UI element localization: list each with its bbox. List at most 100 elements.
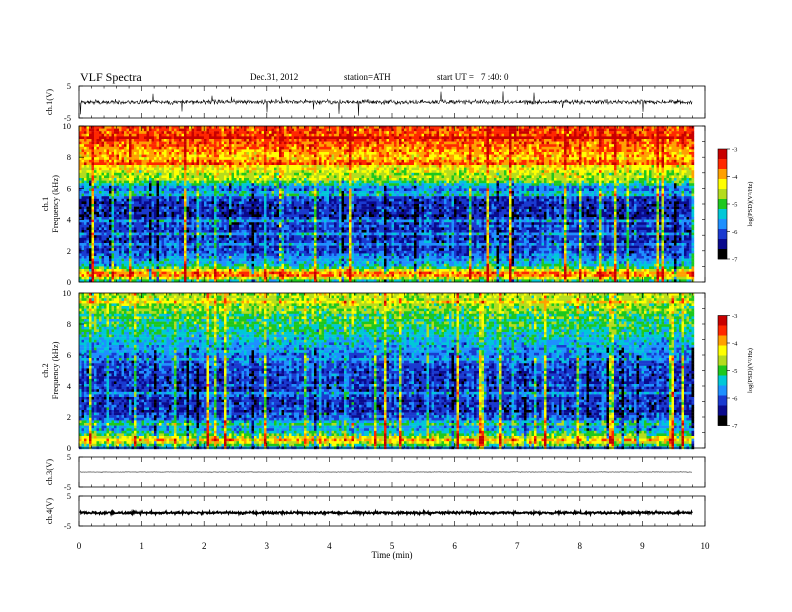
spectrogram-cell (79, 276, 82, 280)
spectrogram-cell (194, 183, 197, 186)
spectrogram-cell (196, 131, 200, 134)
y-tick-label: -5 (64, 113, 71, 123)
spectrogram-cell (261, 224, 265, 228)
spectrogram-cell (239, 224, 242, 228)
spectrogram-cell (116, 183, 120, 186)
spectrogram-cell (236, 250, 240, 254)
spectrogram-cell (194, 198, 197, 202)
spectrogram-cell (144, 201, 147, 205)
spectrogram-cell (241, 201, 245, 205)
spectrogram-cell (226, 198, 230, 202)
spectrogram-cell (171, 261, 175, 264)
spectrogram-cell (266, 248, 270, 251)
spectrogram-cell (216, 271, 220, 275)
spectrogram-cell (241, 217, 245, 220)
spectrogram-cell (154, 206, 157, 210)
spectrogram-cell (244, 136, 247, 140)
spectrogram-cell (154, 232, 157, 236)
spectrogram-cell (141, 222, 145, 225)
spectrogram-cell (181, 165, 185, 168)
spectrogram-cell (166, 170, 170, 173)
spectrogram-cell (184, 263, 187, 267)
spectrogram-cell (161, 232, 165, 236)
spectrogram-cell (241, 211, 245, 215)
spectrogram-cell (204, 240, 207, 244)
spectrogram-cell (251, 256, 255, 259)
spectrogram-cell (259, 224, 262, 228)
spectrogram-cell (94, 178, 97, 181)
spectrogram-cell (134, 136, 137, 140)
spectrogram-cell (264, 243, 267, 246)
spectrogram-cell (234, 276, 237, 280)
spectrogram-cell (241, 263, 245, 267)
spectrogram-cell (224, 211, 227, 215)
spectrogram-cell (136, 232, 140, 236)
spectrogram-cell (131, 144, 135, 147)
spectrogram-cell (191, 214, 195, 218)
spectrogram-cell (154, 157, 157, 160)
spectrogram-cell (204, 253, 207, 257)
spectrogram-cell (199, 183, 202, 186)
spectrogram-cell (106, 266, 110, 270)
spectrogram-cell (166, 256, 170, 259)
spectrogram-cell (206, 235, 210, 238)
spectrogram-cell (214, 136, 217, 140)
spectrogram-cell (151, 167, 155, 171)
spectrogram-cell (231, 178, 235, 181)
spectrogram-cell (141, 209, 145, 212)
spectrogram-cell (214, 154, 217, 158)
spectrogram-cell (184, 224, 187, 228)
spectrogram-cell (209, 162, 212, 166)
spectrogram-cell (109, 230, 112, 233)
spectrogram-cell (214, 222, 217, 225)
spectrogram-cell (129, 279, 132, 283)
start-ut-value: 7 :40: 0 (481, 72, 509, 82)
spectrogram-cell (99, 274, 102, 277)
spectrogram-cell (139, 152, 142, 155)
spectrogram-cell (121, 276, 125, 280)
spectrogram-cell (196, 253, 200, 257)
spectrogram-cell (206, 217, 210, 220)
spectrogram-cell (79, 222, 82, 225)
spectrogram-cell (101, 128, 105, 132)
spectrogram-cell (96, 235, 100, 238)
spectrogram-cell (221, 222, 225, 225)
spectrogram-cell (251, 136, 255, 140)
spectrogram-cell (236, 206, 240, 210)
spectrogram-cell (81, 201, 85, 205)
spectrogram-cell (176, 204, 180, 207)
spectrogram-cell (191, 146, 195, 150)
spectrogram-cell (139, 245, 142, 249)
spectrogram-cell (261, 232, 265, 236)
spectrogram-cell (96, 162, 100, 166)
spectrogram-cell (219, 250, 222, 254)
spectrogram-cell (86, 152, 90, 155)
spectrogram-cell (271, 243, 275, 246)
spectrogram-cell (89, 144, 92, 147)
spectrogram-cell (194, 271, 197, 275)
spectrogram-cell (99, 219, 102, 223)
spectrogram-cell (194, 167, 197, 171)
spectrogram-cell (249, 165, 252, 168)
spectrogram-cell (221, 214, 225, 218)
spectrogram-cell (131, 170, 135, 173)
spectrogram-cell (111, 183, 115, 186)
spectrogram-cell (106, 196, 110, 199)
spectrogram-cell (101, 201, 105, 205)
spectrogram-cell (84, 188, 87, 192)
spectrogram-cell (151, 172, 155, 176)
spectrogram-cell (166, 154, 170, 158)
spectrogram-cell (116, 133, 120, 137)
spectrogram-cell (136, 240, 140, 244)
spectrogram-cell (211, 131, 215, 134)
spectrogram-cell (266, 214, 270, 218)
spectrogram-cell (206, 157, 210, 160)
spectrogram-cell (229, 232, 232, 236)
spectrogram-cell (201, 250, 205, 254)
spectrogram-cell (229, 237, 232, 241)
spectrogram-cell (199, 258, 202, 262)
spectrogram-cell (156, 274, 160, 277)
spectrogram-cell (209, 237, 212, 241)
spectrogram-cell (81, 274, 85, 277)
spectrogram-cell (269, 159, 272, 163)
